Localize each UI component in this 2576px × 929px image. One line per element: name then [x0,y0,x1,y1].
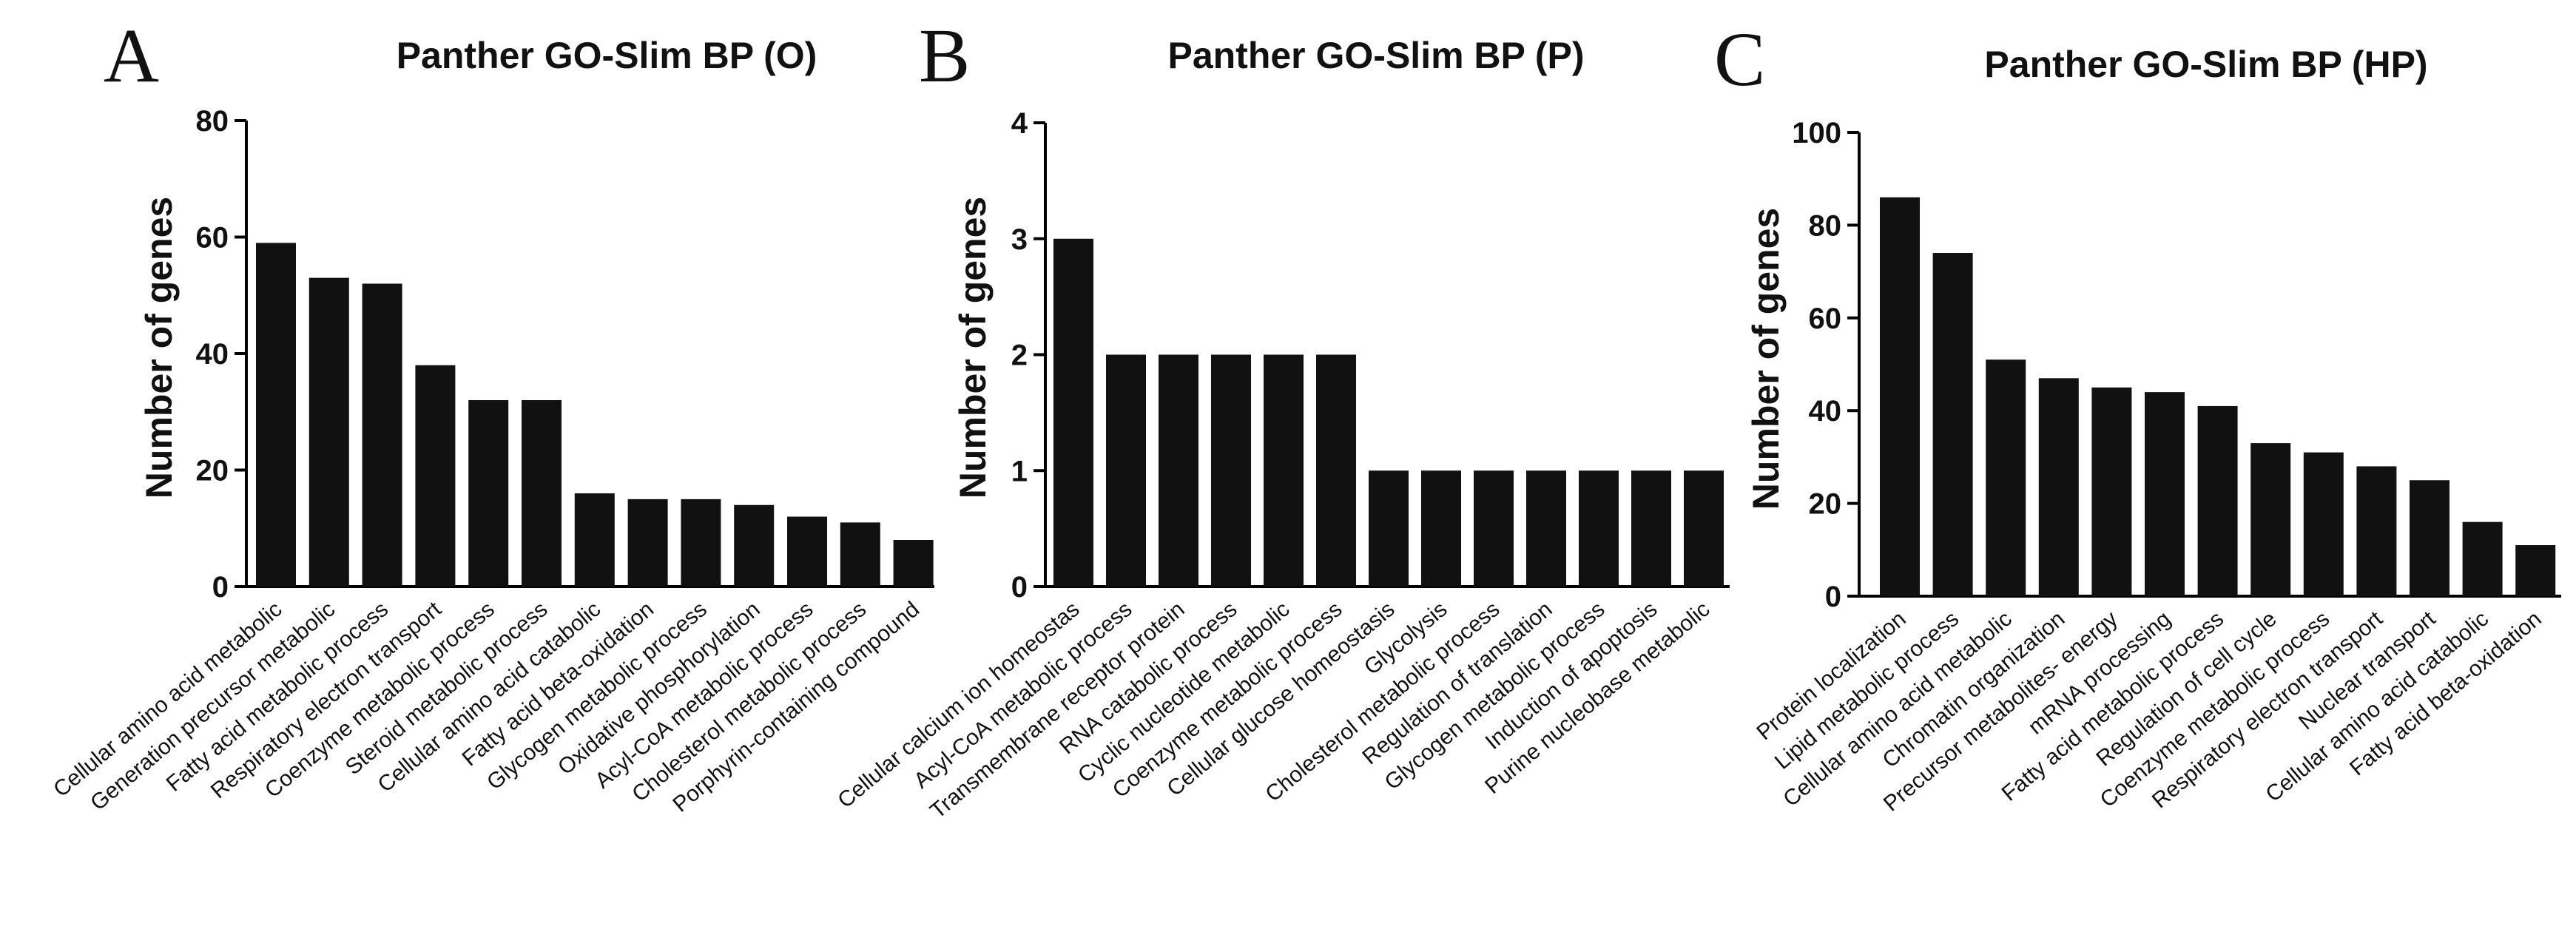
bar-b-12 [1684,470,1724,587]
bar-b-8 [1474,470,1514,587]
y-tick-label-b-0: 0 [1011,571,1028,604]
y-tick-label-b-3: 3 [1011,223,1028,256]
bars-c [1880,197,2556,596]
y-tick-label-c-0: 0 [1825,581,1841,613]
chart-title-a: Panther GO-Slim BP (O) [397,35,817,76]
y-tick-label-a-3: 60 [196,222,229,254]
x-tick-label-c-2: Cellular amino acid metabolic [1778,607,2016,811]
bar-b-2 [1159,354,1198,587]
y-axis-label-a: Number of genes [138,197,180,499]
bar-a-5 [522,400,562,587]
bar-a-3 [415,365,456,587]
bar-c-7 [2250,443,2291,596]
bar-a-11 [840,522,880,587]
bar-a-2 [362,283,402,587]
y-tick-label-a-2: 40 [196,338,229,371]
bar-c-3 [2038,378,2079,596]
chart-title-b: Panther GO-Slim BP (P) [1167,35,1584,76]
bar-a-10 [787,516,827,587]
bar-a-0 [256,243,296,587]
y-tick-label-c-5: 100 [1792,117,1841,149]
y-tick-label-c-4: 80 [1809,209,1842,242]
y-tick-label-c-3: 60 [1809,303,1842,335]
y-ticks-a: 0 20 40 60 80 [196,105,246,604]
y-axis-label-b: Number of genes [952,197,994,499]
panel-letter-a: A [104,13,159,98]
y-tick-label-a-4: 80 [196,105,229,138]
bar-c-0 [1880,197,1920,596]
bar-a-4 [468,400,509,587]
bar-c-11 [2462,521,2503,596]
bars-a [256,243,934,587]
panel-c: C Panther GO-Slim BP (HP) Number of gene… [1714,17,2561,817]
bar-c-1 [1932,253,1973,596]
y-tick-label-a-1: 20 [196,455,229,487]
bar-c-10 [2410,480,2449,596]
bar-c-12 [2515,545,2556,596]
bar-b-9 [1526,470,1566,587]
bar-b-7 [1421,470,1461,587]
bar-c-4 [2091,387,2132,596]
y-axis-label-c: Number of genes [1745,208,1787,510]
y-tick-label-b-1: 1 [1011,455,1028,487]
x-tick-labels-a: Cellular amino acid metabolicGeneration … [49,597,924,817]
chart-title-c: Panther GO-Slim BP (HP) [1984,44,2427,85]
bar-b-4 [1264,354,1304,587]
y-tick-label-c-2: 40 [1809,395,1842,428]
bar-b-10 [1579,470,1619,587]
y-tick-label-c-1: 20 [1809,488,1842,521]
bar-c-2 [1986,359,2026,596]
bar-a-9 [734,504,775,587]
bar-a-7 [627,499,668,587]
bar-a-1 [308,277,349,587]
bar-c-6 [2197,405,2238,596]
bar-a-12 [893,540,934,587]
bar-a-6 [574,493,615,587]
y-tick-label-a-0: 0 [212,571,229,604]
bar-b-6 [1369,470,1409,587]
y-ticks-c: 0 20 40 60 80 100 [1792,117,1859,613]
panel-letter-c: C [1714,17,1765,102]
bar-b-0 [1053,238,1093,587]
bar-b-11 [1631,470,1671,587]
bar-c-8 [2303,452,2344,596]
bar-b-3 [1211,354,1251,587]
panel-letter-b: B [919,13,970,98]
bar-c-9 [2356,466,2397,596]
bar-c-5 [2145,392,2185,596]
y-tick-label-b-2: 2 [1011,339,1028,372]
bar-a-8 [681,499,721,587]
panel-b: B Panther GO-Slim BP (P) Number of genes… [833,13,1730,824]
panel-a: A Panther GO-Slim BP (O) Number of genes… [49,13,934,817]
bar-b-1 [1106,354,1146,587]
bars-b [1053,238,1724,587]
y-ticks-b: 0 1 2 3 4 [1011,107,1045,604]
bar-b-5 [1316,354,1356,587]
y-tick-label-b-4: 4 [1011,107,1028,140]
